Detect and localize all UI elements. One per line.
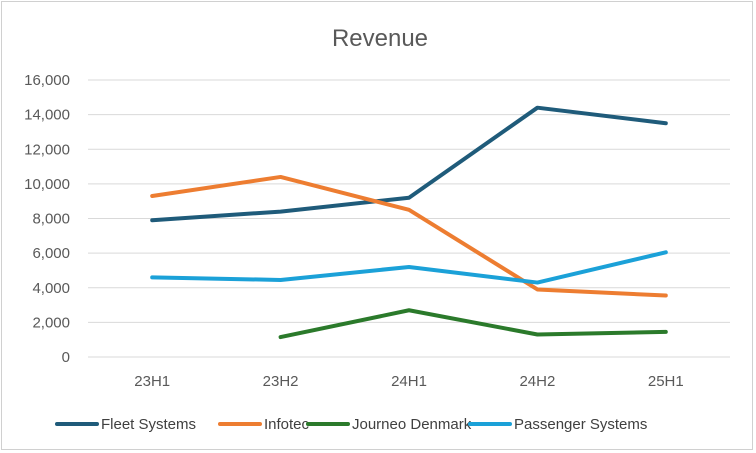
x-tick-label: 24H1 — [391, 373, 427, 390]
y-tick-label: 6,000 — [32, 245, 70, 262]
series-line-journeo-denmark — [278, 308, 668, 340]
y-tick-label: 0 — [62, 349, 70, 366]
series-line-passenger-systems — [150, 250, 668, 285]
legend-label: Passenger Systems — [514, 416, 647, 433]
y-tick-label: 4,000 — [32, 280, 70, 297]
y-tick-label: 8,000 — [32, 211, 70, 228]
y-tick-label: 10,000 — [24, 176, 70, 193]
series-line-fleet-systems — [150, 105, 668, 223]
legend-label: Infotec — [264, 416, 310, 433]
legend-label: Journeo Denmark — [352, 416, 472, 433]
y-tick-label: 2,000 — [32, 314, 70, 331]
gridlines — [88, 79, 730, 358]
legend-label: Fleet Systems — [101, 416, 196, 433]
legend: Fleet Systems Infotec Journeo Denmark Passe… — [55, 416, 647, 433]
x-tick-label: 24H2 — [519, 373, 555, 390]
y-tick-label: 16,000 — [24, 72, 70, 89]
y-tick-label: 14,000 — [24, 107, 70, 124]
y-tick-label: 12,000 — [24, 141, 70, 158]
chart-title: Revenue — [332, 25, 428, 52]
x-tick-label: 23H1 — [134, 373, 170, 390]
x-tick-label: 23H2 — [263, 373, 299, 390]
y-axis-ticks: 0 2,000 4,000 6,000 8,000 10,000 12,000 14,000 1… — [24, 72, 70, 366]
series-lines — [150, 105, 668, 340]
series-line-infotec — [150, 174, 668, 298]
x-tick-label: 25H1 — [648, 373, 684, 390]
x-axis-ticks: 23H1 23H2 24H1 24H2 25H1 — [134, 373, 683, 390]
